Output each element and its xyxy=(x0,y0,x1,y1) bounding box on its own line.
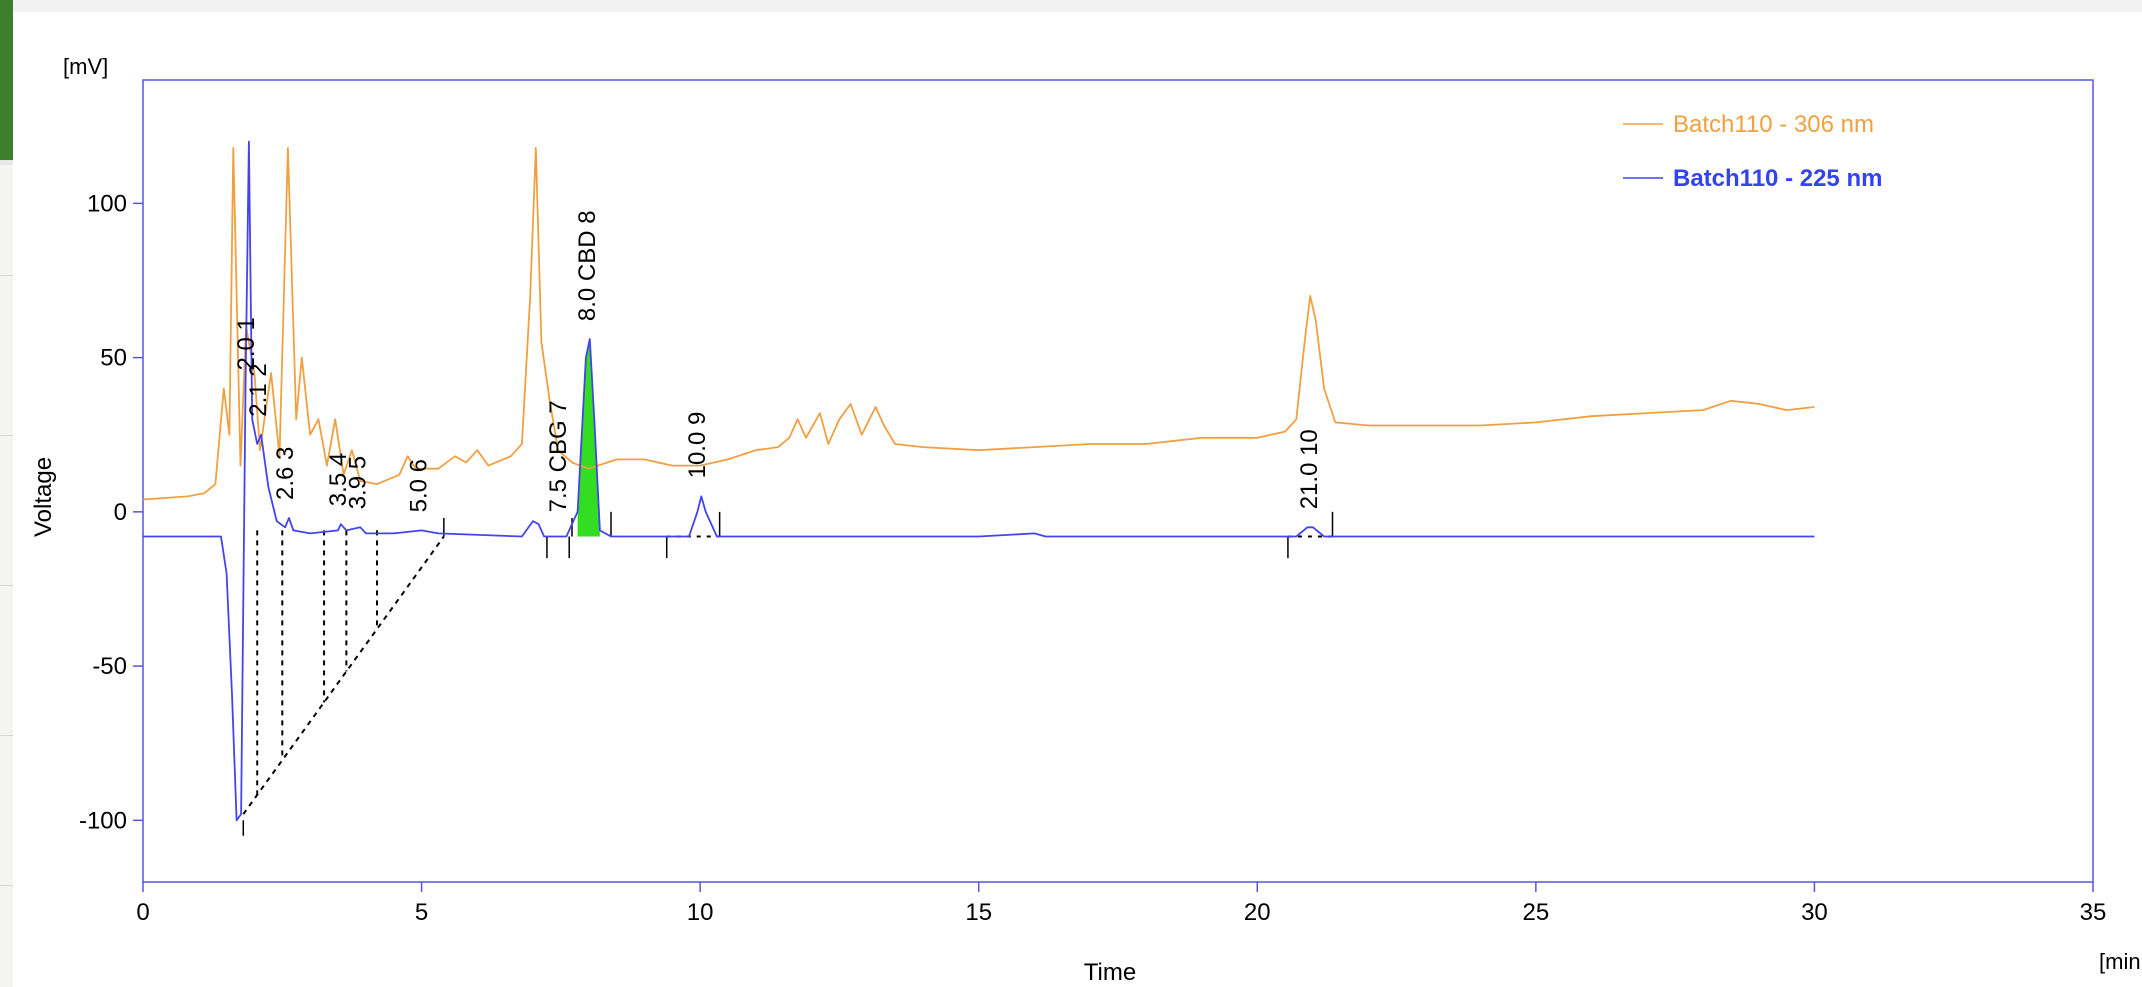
plot-frame xyxy=(142,79,2094,883)
y-tick-label: -100 xyxy=(79,807,127,834)
chromatogram-panel: 2.0 1 2.1 2 2.6 3 3.5 4 3.9 5 5.0 6 7.5 CBG 7 8… xyxy=(13,12,2142,987)
window-accent-tab xyxy=(0,0,13,160)
y-unit-label: [mV] xyxy=(63,54,108,79)
x-tick-label: 15 xyxy=(965,899,992,926)
peak-label-1: 2.0 1 xyxy=(233,317,260,370)
x-tick-label: 5 xyxy=(415,899,428,926)
series-line-306nm xyxy=(142,146,1815,501)
cbd-peak-fill xyxy=(577,339,600,537)
integration-baseline xyxy=(242,535,445,815)
series-line-225nm xyxy=(143,140,1815,822)
window-top-bar xyxy=(13,0,2142,12)
peak-label-7: 7.5 CBG 7 xyxy=(545,400,572,512)
x-tick-label: 10 xyxy=(687,899,714,926)
legend-label-306nm: Batch110 - 306 nm xyxy=(1673,111,1874,138)
legend-label-225nm: Batch110 - 225 nm xyxy=(1673,165,1882,192)
peak-label-2: 2.1 2 xyxy=(245,363,272,416)
x-tick-label: 25 xyxy=(1523,899,1550,926)
peak-label-3: 2.6 3 xyxy=(272,447,299,500)
y-axis-title: Voltage xyxy=(30,457,57,537)
y-tick-label: 0 xyxy=(114,499,127,526)
peak-label-8: 8.0 CBD 8 xyxy=(574,210,601,321)
background-panel-strip xyxy=(0,165,13,987)
peak-label-9: 10.0 9 xyxy=(684,412,711,479)
peak-label-4: 3.5 4 xyxy=(325,453,352,506)
x-tick-label: 0 xyxy=(136,899,149,926)
x-tick-label: 35 xyxy=(2080,899,2107,926)
x-axis-title: Time xyxy=(1084,959,1136,986)
peak-label-6: 5.0 6 xyxy=(406,459,433,512)
chromatogram-chart: 2.0 12.1 2 2.6 3 3.5 43.9 5 5.0 6 7.5 CBG 7 8… xyxy=(30,54,2142,986)
x-tick-label: 30 xyxy=(1801,899,1828,926)
legend: Batch110 - 306 nm Batch110 - 225 nm xyxy=(1623,111,1882,192)
y-tick-label: 50 xyxy=(100,345,127,372)
peak-label-5: 3.9 5 xyxy=(344,456,371,509)
y-tick-label: 100 xyxy=(87,190,127,217)
peak-label-10: 21.0 10 xyxy=(1296,429,1323,509)
x-unit-label: [min.] xyxy=(2099,949,2142,974)
x-tick-label: 20 xyxy=(1244,899,1271,926)
y-tick-label: -50 xyxy=(92,653,127,680)
